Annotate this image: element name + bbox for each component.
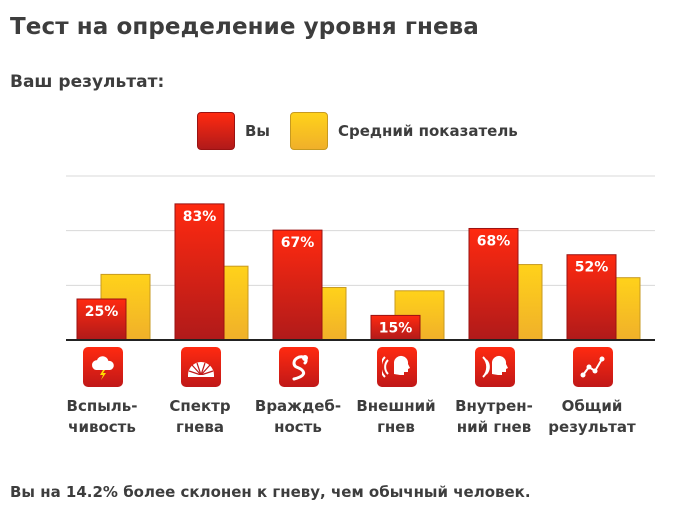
- category-label: Внешний гнев: [347, 396, 445, 438]
- legend-swatch-you: [197, 112, 235, 150]
- category-label-line: Враждеб-: [254, 397, 342, 415]
- bar-you: [76, 298, 127, 341]
- spectrum-fan-icon: [181, 347, 221, 387]
- category-label-line: Внутрен-: [455, 397, 533, 415]
- overall-graph-icon: [573, 347, 613, 387]
- storm-cloud-icon: [83, 347, 123, 387]
- bar-you: [566, 254, 617, 341]
- legend-swatch-average: [290, 112, 328, 150]
- bar-value-label: 15%: [379, 320, 413, 336]
- bar-value-label: 68%: [477, 233, 511, 249]
- external-anger-icon: [377, 347, 417, 387]
- bar-value-label: 67%: [281, 235, 315, 251]
- category-label-line: Внешний: [356, 397, 436, 415]
- bar-you: [174, 203, 225, 341]
- result-summary: Вы на 14.2% более склонен к гневу, чем о…: [10, 483, 531, 501]
- bar-value-label: 52%: [575, 260, 609, 276]
- category-label: Спектр гнева: [151, 396, 249, 438]
- snake-icon: [279, 347, 319, 387]
- legend-label-you: Вы: [245, 122, 270, 140]
- category-label-line: гнев: [377, 418, 415, 436]
- bar-value-label: 83%: [183, 209, 217, 225]
- result-subtitle: Ваш результат:: [10, 72, 165, 92]
- category-label-line: ность: [274, 418, 322, 436]
- internal-anger-icon: [475, 347, 515, 387]
- category-label-line: Спектр: [169, 397, 231, 415]
- category-label-line: результат: [548, 418, 636, 436]
- legend-label-average: Средний показатель: [338, 122, 518, 140]
- category-label-line: Вспыль-: [66, 397, 138, 415]
- bar-you: [272, 229, 323, 341]
- category-label-line: гнева: [176, 418, 224, 436]
- bar-value-label: 25%: [85, 304, 119, 320]
- bar-you: [468, 227, 519, 341]
- page-title: Тест на определение уровня гнева: [10, 14, 479, 40]
- chart-legend: Вы Средний показатель: [0, 112, 696, 156]
- legend-item-you: Вы: [197, 112, 270, 150]
- category-label: Вспыль-чивость: [53, 396, 151, 438]
- category-label: Общий результат: [543, 396, 641, 438]
- category-label: Враждеб-ность: [249, 396, 347, 438]
- legend-item-average: Средний показатель: [290, 112, 518, 150]
- category-label: Внутрен-ний гнев: [445, 396, 543, 438]
- category-label-line: чивость: [68, 418, 136, 436]
- category-label-line: Общий: [561, 397, 623, 415]
- category-label-line: ний гнев: [456, 418, 532, 436]
- bar-you: [370, 314, 421, 341]
